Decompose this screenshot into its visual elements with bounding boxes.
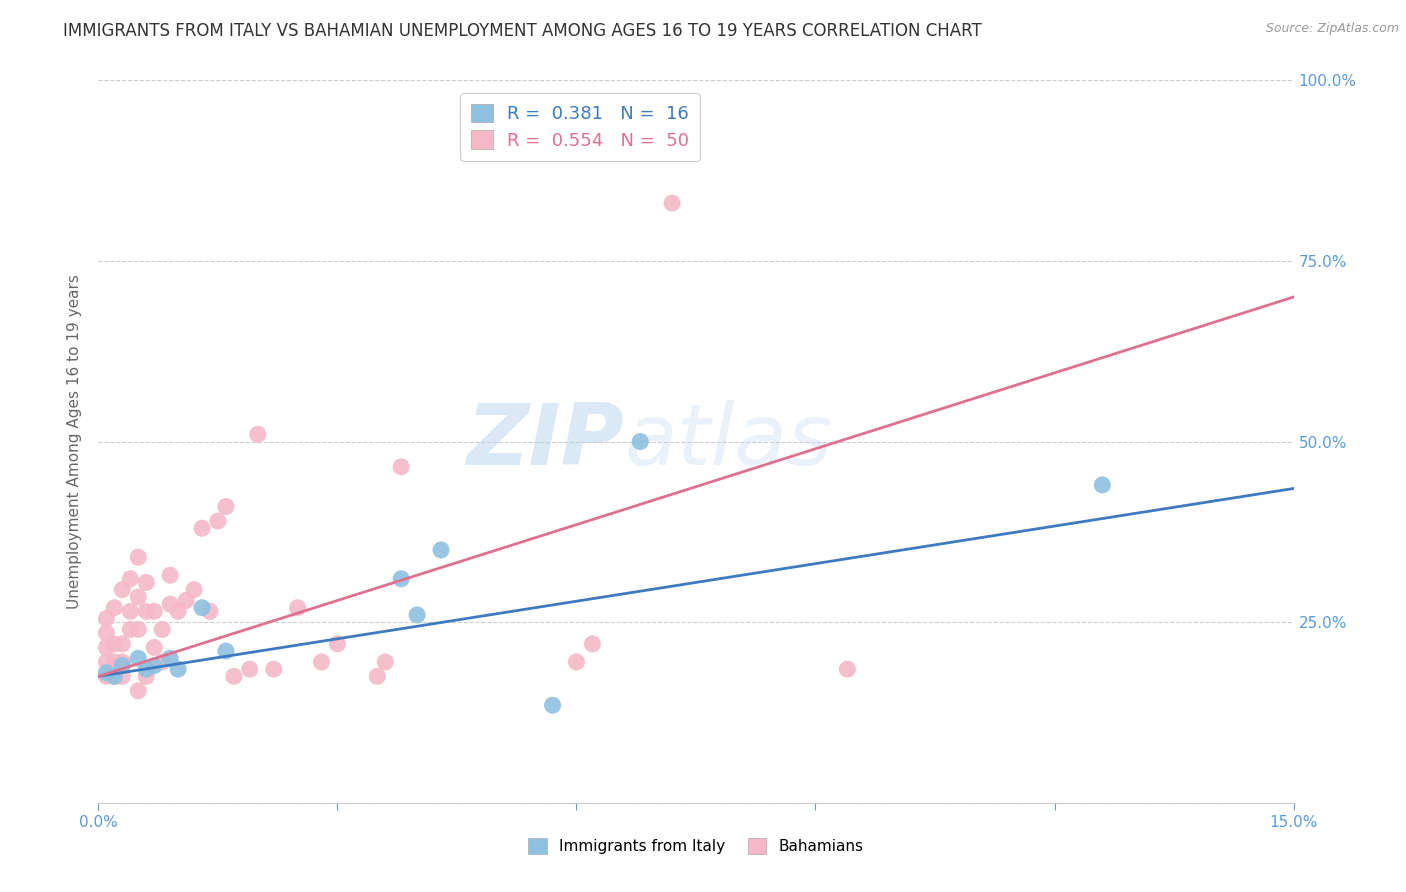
Point	[198, 604, 221, 618]
Point	[430, 542, 453, 557]
Point	[326, 637, 349, 651]
Point	[127, 550, 149, 565]
Point	[837, 662, 859, 676]
Point	[1091, 478, 1114, 492]
Point	[222, 669, 245, 683]
Point	[96, 626, 118, 640]
Point	[311, 655, 333, 669]
Point	[628, 434, 651, 449]
Point	[167, 604, 190, 618]
Text: ZIP: ZIP	[467, 400, 624, 483]
Point	[150, 623, 173, 637]
Point	[96, 611, 118, 625]
Point	[159, 597, 181, 611]
Point	[111, 655, 134, 669]
Point	[103, 600, 125, 615]
Point	[174, 593, 197, 607]
Point	[111, 658, 134, 673]
Point	[389, 572, 412, 586]
Point	[103, 637, 125, 651]
Text: atlas: atlas	[624, 400, 832, 483]
Point	[96, 640, 118, 655]
Point	[96, 665, 118, 680]
Point	[135, 662, 157, 676]
Point	[287, 600, 309, 615]
Point	[661, 196, 683, 211]
Point	[374, 655, 396, 669]
Point	[96, 669, 118, 683]
Point	[183, 582, 205, 597]
Point	[143, 658, 166, 673]
Point	[167, 662, 190, 676]
Point	[207, 514, 229, 528]
Point	[366, 669, 388, 683]
Text: IMMIGRANTS FROM ITALY VS BAHAMIAN UNEMPLOYMENT AMONG AGES 16 TO 19 YEARS CORRELA: IMMIGRANTS FROM ITALY VS BAHAMIAN UNEMPL…	[63, 22, 981, 40]
Point	[159, 651, 181, 665]
Point	[127, 623, 149, 637]
Point	[143, 640, 166, 655]
Text: Source: ZipAtlas.com: Source: ZipAtlas.com	[1265, 22, 1399, 36]
Point	[389, 459, 412, 474]
Point	[135, 669, 157, 683]
Point	[246, 427, 269, 442]
Point	[215, 644, 238, 658]
Point	[127, 651, 149, 665]
Point	[103, 669, 125, 683]
Point	[135, 604, 157, 618]
Point	[406, 607, 429, 622]
Point	[239, 662, 262, 676]
Point	[159, 568, 181, 582]
Point	[263, 662, 285, 676]
Point	[111, 637, 134, 651]
Point	[143, 604, 166, 618]
Point	[191, 600, 214, 615]
Point	[127, 590, 149, 604]
Point	[150, 655, 173, 669]
Point	[103, 669, 125, 683]
Point	[120, 572, 142, 586]
Point	[135, 575, 157, 590]
Point	[96, 655, 118, 669]
Point	[191, 521, 214, 535]
Point	[581, 637, 603, 651]
Legend: Immigrants from Italy, Bahamians: Immigrants from Italy, Bahamians	[522, 832, 870, 860]
Point	[120, 604, 142, 618]
Point	[127, 683, 149, 698]
Point	[103, 655, 125, 669]
Point	[111, 669, 134, 683]
Point	[541, 698, 564, 713]
Point	[111, 582, 134, 597]
Point	[215, 500, 238, 514]
Point	[120, 623, 142, 637]
Y-axis label: Unemployment Among Ages 16 to 19 years: Unemployment Among Ages 16 to 19 years	[67, 274, 83, 609]
Point	[565, 655, 588, 669]
